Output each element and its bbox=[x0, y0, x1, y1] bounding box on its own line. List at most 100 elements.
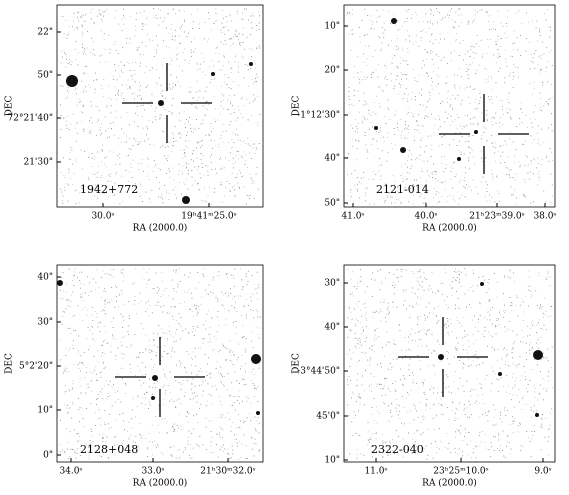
noise-dot bbox=[522, 341, 524, 343]
noise-dot bbox=[113, 44, 115, 46]
noise-dot bbox=[506, 441, 508, 443]
noise-dot bbox=[242, 324, 244, 326]
noise-dot bbox=[348, 376, 350, 378]
noise-dot bbox=[467, 416, 469, 418]
noise-dot bbox=[407, 155, 409, 157]
noise-dot bbox=[78, 350, 79, 352]
noise-dot bbox=[351, 138, 353, 140]
noise-dot bbox=[516, 334, 518, 336]
noise-dot bbox=[408, 432, 409, 434]
noise-dot bbox=[139, 433, 141, 435]
noise-dot bbox=[390, 23, 391, 25]
noise-dot bbox=[504, 276, 506, 278]
noise-dot bbox=[116, 98, 118, 100]
noise-dot bbox=[70, 123, 72, 125]
noise-dot bbox=[498, 434, 500, 436]
noise-dot bbox=[525, 140, 527, 142]
noise-dot bbox=[147, 447, 148, 449]
noise-dot bbox=[161, 356, 163, 358]
noise-dot bbox=[368, 179, 369, 180]
noise-dot bbox=[498, 379, 499, 381]
noise-dot bbox=[495, 82, 497, 84]
noise-dot bbox=[204, 380, 206, 381]
noise-dot bbox=[78, 368, 80, 369]
noise-dot bbox=[426, 192, 428, 194]
noise-dot bbox=[108, 85, 110, 87]
noise-dot bbox=[220, 373, 222, 374]
noise-dot bbox=[194, 347, 196, 349]
noise-dot bbox=[220, 30, 222, 32]
noise-dot bbox=[377, 76, 379, 78]
noise-dot bbox=[468, 401, 470, 402]
noise-dot bbox=[211, 385, 213, 387]
noise-dot bbox=[194, 304, 196, 306]
noise-dot bbox=[85, 366, 87, 368]
noise-dot bbox=[216, 433, 218, 434]
noise-dot bbox=[194, 180, 196, 182]
noise-dot bbox=[196, 443, 197, 445]
noise-dot bbox=[352, 127, 354, 129]
noise-dot bbox=[120, 61, 122, 63]
y-tick-label: 50" bbox=[37, 71, 53, 81]
noise-dot bbox=[381, 42, 383, 44]
noise-dot bbox=[488, 76, 490, 77]
noise-dot bbox=[72, 183, 73, 185]
noise-dot bbox=[147, 165, 149, 167]
noise-dot bbox=[409, 305, 411, 307]
noise-dot bbox=[193, 428, 195, 430]
noise-dot bbox=[379, 106, 381, 108]
noise-dot bbox=[475, 108, 476, 110]
noise-dot bbox=[155, 416, 157, 417]
noise-dot bbox=[431, 77, 433, 79]
noise-dot bbox=[223, 65, 224, 67]
noise-dot bbox=[415, 406, 416, 407]
noise-dot bbox=[139, 379, 141, 381]
noise-dot bbox=[160, 9, 162, 11]
noise-dot bbox=[102, 96, 104, 98]
noise-dot bbox=[92, 372, 94, 374]
noise-dot bbox=[370, 356, 372, 358]
noise-dot bbox=[416, 446, 418, 447]
noise-dot bbox=[479, 9, 481, 11]
noise-dot bbox=[359, 403, 361, 405]
noise-dot bbox=[539, 35, 541, 36]
noise-dot bbox=[454, 371, 456, 372]
noise-dot bbox=[90, 189, 92, 191]
noise-dot bbox=[488, 29, 490, 31]
noise-dot bbox=[385, 67, 387, 69]
noise-dot bbox=[91, 306, 93, 308]
noise-dot bbox=[63, 174, 65, 176]
noise-dot bbox=[193, 415, 194, 417]
noise-dot bbox=[193, 335, 195, 336]
noise-dot bbox=[147, 279, 149, 281]
noise-dot bbox=[96, 172, 98, 174]
y-axis-label: DEC bbox=[292, 353, 302, 374]
noise-dot bbox=[500, 377, 502, 379]
noise-dot bbox=[218, 396, 220, 398]
noise-dot bbox=[95, 72, 96, 74]
noise-dot bbox=[432, 291, 434, 293]
y-tick-label: 10" bbox=[324, 456, 340, 466]
noise-dot bbox=[167, 13, 169, 15]
noise-dot bbox=[505, 361, 507, 362]
noise-dot bbox=[495, 326, 496, 328]
noise-dot bbox=[533, 158, 535, 160]
noise-dot bbox=[481, 138, 482, 140]
noise-dot bbox=[461, 325, 462, 327]
noise-dot bbox=[62, 272, 64, 274]
noise-dot bbox=[158, 404, 160, 406]
noise-dot bbox=[406, 98, 408, 100]
noise-dot bbox=[385, 344, 387, 346]
noise-dot bbox=[90, 11, 92, 13]
noise-dot bbox=[110, 380, 111, 382]
noise-dot bbox=[412, 306, 414, 308]
noise-dot bbox=[372, 126, 373, 128]
noise-dot bbox=[364, 307, 366, 308]
noise-dot bbox=[519, 166, 521, 168]
noise-dot bbox=[188, 430, 190, 432]
noise-dot bbox=[254, 98, 256, 100]
noise-dot bbox=[101, 440, 103, 442]
noise-dot bbox=[212, 279, 214, 281]
noise-dot bbox=[425, 409, 427, 411]
noise-dot bbox=[405, 60, 407, 62]
